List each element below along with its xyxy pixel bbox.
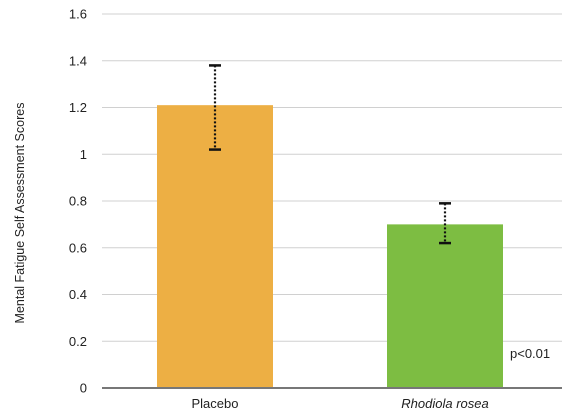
x-category-label: Rhodiola rosea <box>401 396 488 411</box>
y-tick-label: 1 <box>80 147 87 162</box>
y-tick-label: 0.8 <box>69 194 87 209</box>
x-axis-category-labels: Placebo Rhodiola rosea <box>192 396 489 411</box>
y-tick-label: 0 <box>80 381 87 396</box>
bars <box>157 105 503 388</box>
y-axis-tick-labels: 0 0.2 0.4 0.6 0.8 1 1.2 1.4 1.6 <box>69 7 87 396</box>
y-tick-label: 0.2 <box>69 334 87 349</box>
y-tick-label: 0.4 <box>69 287 87 302</box>
y-tick-label: 0.6 <box>69 240 87 255</box>
y-tick-label: 1.6 <box>69 7 87 22</box>
y-tick-label: 1.2 <box>69 100 87 115</box>
p-value-annotation: p<0.01 <box>510 346 550 361</box>
error-bars <box>209 64 451 245</box>
bar-1 <box>387 224 503 388</box>
bar-0 <box>157 105 273 388</box>
y-axis-title: Mental Fatigue Self Assessment Scores <box>13 103 27 324</box>
y-tick-label: 1.4 <box>69 53 87 68</box>
x-category-label: Placebo <box>192 396 239 411</box>
